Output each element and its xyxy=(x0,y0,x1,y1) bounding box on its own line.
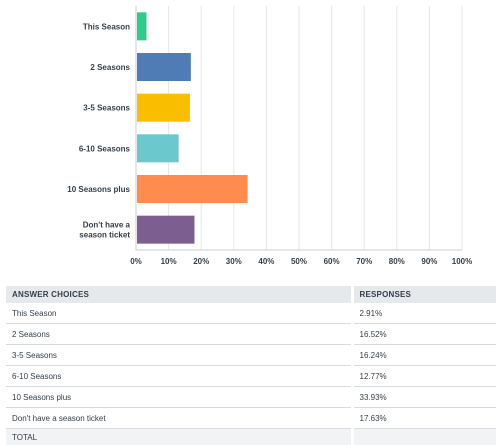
x-tick-label: 0% xyxy=(130,257,142,266)
answer-choice: 6-10 Seasons xyxy=(6,365,352,387)
bar xyxy=(137,93,190,122)
table-row: This Season 2.91% xyxy=(6,303,496,324)
x-tick-label: 10% xyxy=(161,257,177,266)
x-tick-label: 70% xyxy=(356,257,372,266)
bar-chart: This Season 2 Seasons 3-5 Seasons 6-10 Seas… xyxy=(67,6,472,266)
table-row: 10 Seasons plus 33.93% xyxy=(6,386,496,408)
bar xyxy=(137,12,147,41)
chart-grid xyxy=(135,6,463,251)
answer-choice: 10 Seasons plus xyxy=(6,386,352,408)
responses-table: ANSWER CHOICES RESPONSES This Season 2.9… xyxy=(6,286,496,445)
category-label: This Season xyxy=(83,22,130,31)
answer-choice: 3-5 Seasons xyxy=(6,344,352,366)
table-row: 3-5 Seasons 16.24% xyxy=(6,344,496,366)
response-value: 12.77% xyxy=(350,365,496,387)
response-value: 16.24% xyxy=(350,344,496,366)
answer-choice: Don't have a season ticket xyxy=(6,407,352,429)
x-tick-label: 90% xyxy=(421,257,437,266)
table-row: 2 Seasons 16.52% xyxy=(6,323,496,345)
x-tick-label: 30% xyxy=(226,257,242,266)
x-axis-tick-labels: 0% 10% 20% 30% 40% 50% 60% 70% 80% 90% 100% xyxy=(130,257,472,266)
category-label: Don't have a season ticket xyxy=(79,221,130,240)
category-label: 6-10 Seasons xyxy=(79,144,131,153)
x-tick-label: 100% xyxy=(452,257,472,266)
response-value: 2.91% xyxy=(350,303,496,324)
answer-choice: This Season xyxy=(6,303,352,324)
category-label: 3-5 Seasons xyxy=(83,104,130,113)
bar xyxy=(137,215,195,244)
answer-choice: 2 Seasons xyxy=(6,323,352,345)
x-tick-label: 20% xyxy=(193,257,209,266)
total-label: TOTAL xyxy=(6,428,352,445)
response-value: 17.63% xyxy=(350,407,496,429)
response-value: 33.93% xyxy=(350,386,496,408)
responses-header: RESPONSES xyxy=(350,286,496,303)
chart-bars xyxy=(137,12,248,244)
bar xyxy=(137,53,191,81)
answer-choices-header: ANSWER CHOICES xyxy=(6,286,352,303)
x-tick-label: 50% xyxy=(291,257,307,266)
category-labels: This Season 2 Seasons 3-5 Seasons 6-10 Seas… xyxy=(67,22,130,239)
x-tick-label: 60% xyxy=(324,257,340,266)
total-value xyxy=(350,428,496,445)
category-label: 10 Seasons plus xyxy=(67,185,130,194)
x-tick-label: 80% xyxy=(389,257,405,266)
bar xyxy=(137,134,179,163)
total-row: TOTAL xyxy=(6,428,496,445)
table-header-row: ANSWER CHOICES RESPONSES xyxy=(6,286,496,303)
x-tick-label: 40% xyxy=(258,257,274,266)
bar xyxy=(137,175,248,203)
table-row: 6-10 Seasons 12.77% xyxy=(6,365,496,387)
category-label: 2 Seasons xyxy=(90,63,130,72)
table-row: Don't have a season ticket 17.63% xyxy=(6,407,496,429)
response-value: 16.52% xyxy=(350,323,496,345)
